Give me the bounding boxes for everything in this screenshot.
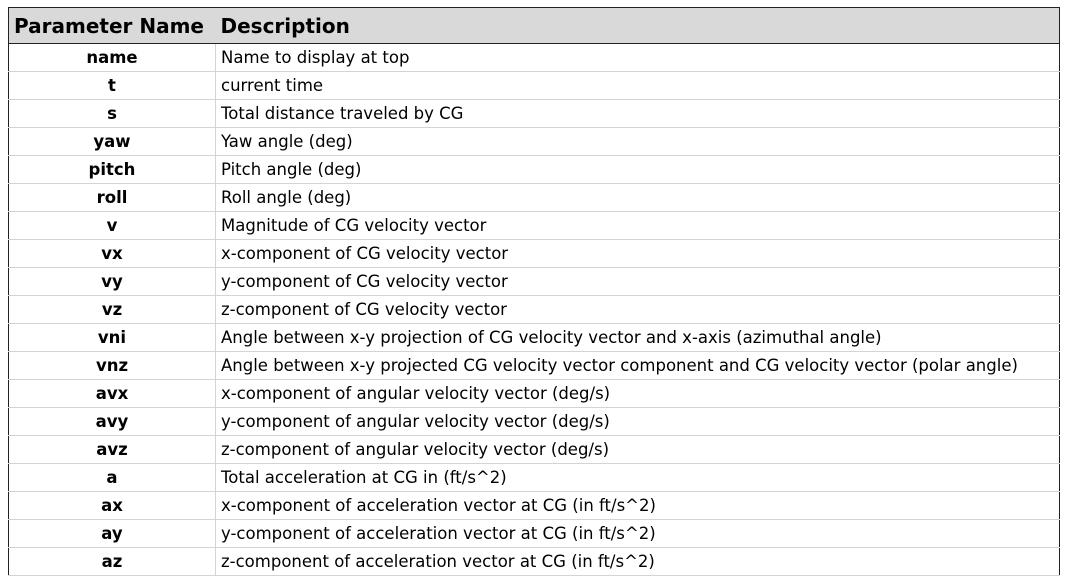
parameter-name: avz <box>8 435 216 464</box>
table-row: vni Angle between x-y projection of CG ve… <box>8 323 1060 352</box>
parameter-name: v <box>8 211 216 240</box>
parameter-name: vx <box>8 239 216 268</box>
description: x-component of CG velocity vector <box>215 239 1060 268</box>
description: z-component of CG velocity vector <box>215 295 1060 324</box>
parameter-table: Parameter Name Description name Name to d… <box>8 7 1060 576</box>
table-row: v Magnitude of CG velocity vector <box>8 211 1060 240</box>
description: Magnitude of CG velocity vector <box>215 211 1060 240</box>
table-row: ay y-component of acceleration vector at … <box>8 519 1060 548</box>
table-row: avy y-component of angular velocity vecto… <box>8 407 1060 436</box>
table-row: pitch Pitch angle (deg) <box>8 155 1060 184</box>
table-body: name Name to display at top t current time s… <box>8 43 1060 576</box>
description: Angle between x-y projection of CG veloc… <box>215 323 1060 352</box>
parameter-name: s <box>8 99 216 128</box>
description: z-component of acceleration vector at CG… <box>215 547 1060 576</box>
parameter-name: vz <box>8 295 216 324</box>
table-row: vnz Angle between x-y projected CG veloci… <box>8 351 1060 380</box>
description: x-component of acceleration vector at CG… <box>215 491 1060 520</box>
description: Total distance traveled by CG <box>215 99 1060 128</box>
parameter-name: t <box>8 71 216 100</box>
description: Pitch angle (deg) <box>215 155 1060 184</box>
table-row: a Total acceleration at CG in (ft/s^2) <box>8 463 1060 492</box>
description: Total acceleration at CG in (ft/s^2) <box>215 463 1060 492</box>
parameter-name: a <box>8 463 216 492</box>
description: Roll angle (deg) <box>215 183 1060 212</box>
table-header: Parameter Name Description <box>8 7 1060 44</box>
table-row: name Name to display at top <box>8 43 1060 72</box>
description: Yaw angle (deg) <box>215 127 1060 156</box>
parameter-name: name <box>8 43 216 72</box>
table-row: vx x-component of CG velocity vector <box>8 239 1060 268</box>
parameter-name: vnz <box>8 351 216 380</box>
parameter-name: pitch <box>8 155 216 184</box>
table-row: avz z-component of angular velocity vecto… <box>8 435 1060 464</box>
description: y-component of CG velocity vector <box>215 267 1060 296</box>
parameter-name: roll <box>8 183 216 212</box>
parameter-name: vy <box>8 267 216 296</box>
description: Name to display at top <box>215 43 1060 72</box>
parameter-name: az <box>8 547 216 576</box>
parameter-name: vni <box>8 323 216 352</box>
table-row: vy y-component of CG velocity vector <box>8 267 1060 296</box>
parameter-name: avx <box>8 379 216 408</box>
header-row: Parameter Name Description <box>8 7 1060 44</box>
header-cell: Parameter Name <box>8 7 216 44</box>
parameter-name: avy <box>8 407 216 436</box>
parameter-name: ay <box>8 519 216 548</box>
table-row: roll Roll angle (deg) <box>8 183 1060 212</box>
table-row: az z-component of acceleration vector at … <box>8 547 1060 576</box>
description: x-component of angular velocity vector (… <box>215 379 1060 408</box>
description: Angle between x-y projected CG velocity … <box>215 351 1060 380</box>
parameter-name: yaw <box>8 127 216 156</box>
description: y-component of angular velocity vector (… <box>215 407 1060 436</box>
header-cell: Description <box>215 7 1060 44</box>
description: current time <box>215 71 1060 100</box>
description: z-component of angular velocity vector (… <box>215 435 1060 464</box>
description: y-component of acceleration vector at CG… <box>215 519 1060 548</box>
table-row: yaw Yaw angle (deg) <box>8 127 1060 156</box>
parameter-name: ax <box>8 491 216 520</box>
table-row: avx x-component of angular velocity vecto… <box>8 379 1060 408</box>
table-row: t current time <box>8 71 1060 100</box>
table-row: ax x-component of acceleration vector at … <box>8 491 1060 520</box>
table-row: vz z-component of CG velocity vector <box>8 295 1060 324</box>
table-row: s Total distance traveled by CG <box>8 99 1060 128</box>
